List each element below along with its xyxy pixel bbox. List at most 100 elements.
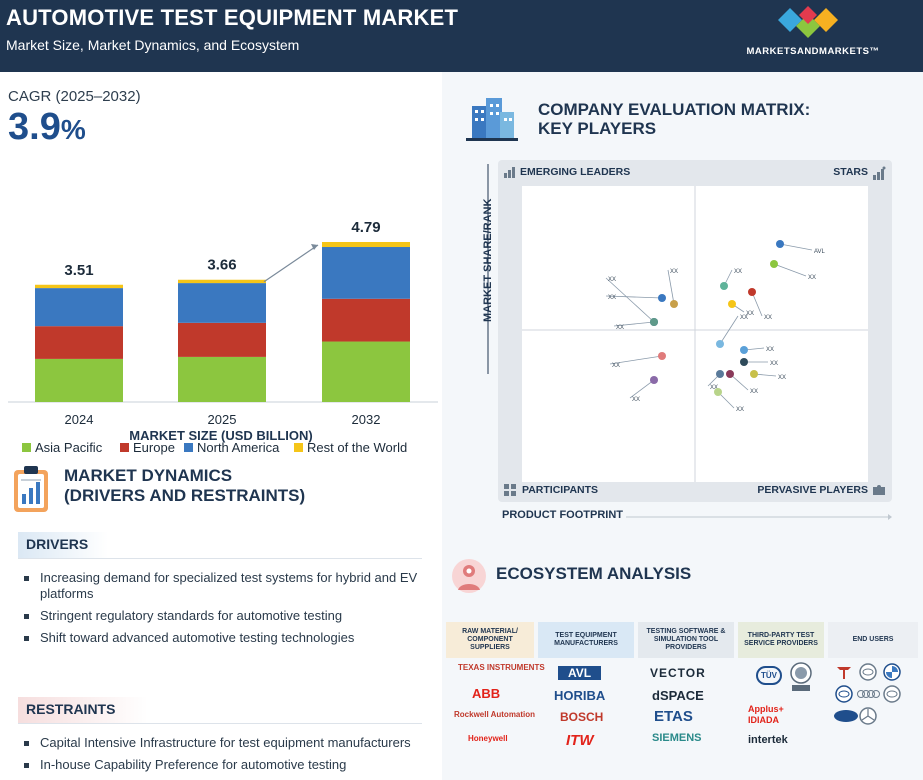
brand-diamond-icon [778,6,838,38]
brand-logo[interactable]: MARKETSANDMARKETS™ [733,6,893,64]
matrix-title: COMPANY EVALUATION MATRIX: KEY PLAYERS [538,100,810,138]
header-banner: AUTOMOTIVE TEST EQUIPMENT MARKET Market … [0,0,923,72]
matrix-point [650,376,658,384]
matrix-point [726,370,734,378]
matrix-point [728,300,736,308]
logo-horiba: HORIBA [554,688,606,703]
hyundai-logo-icon [883,685,901,703]
matrix-point-label: XX [764,315,772,321]
matrix-point-label: XX [746,311,754,317]
bar-segment [178,322,266,357]
matrix-point-label: AVL [814,249,826,255]
bureau-veritas-icon [790,662,812,691]
eco-column-head: TESTING SOFTWARE & SIMULATION TOOL PROVI… [638,622,734,658]
logo-bosch: BOSCH [560,710,604,724]
matrix-leader-line [605,295,663,299]
eco-column-third-party: THIRD-PARTY TEST SERVICE PROVIDERS TÜV A… [738,622,824,772]
matrix-leader-line [779,243,813,251]
matrix-leader-line [613,321,655,327]
logo-avl: AVL [558,666,602,680]
bmw-logo-icon [883,663,901,681]
eco-column-software: TESTING SOFTWARE & SIMULATION TOOL PROVI… [638,622,734,772]
quadrant-stars: STARS [833,166,868,178]
restraints-list: Capital Intensive Infrastructure for tes… [22,735,432,779]
mercedes-logo-icon [859,707,877,725]
eco-column-end-users: END USERS [828,622,918,772]
page-title: AUTOMOTIVE TEST EQUIPMENT MARKET [6,5,459,30]
legend-label: Europe [133,440,175,455]
legend-swatch [120,443,129,452]
matrix-leader-line [719,315,739,345]
eco-column-raw-material: RAW MATERIAL/ COMPONENT SUPPLIERS TEXAS … [446,622,545,772]
x-tick-label: 2032 [352,412,381,427]
tesla-logo-icon [837,667,851,679]
market-dynamics-title: MARKET DYNAMICS (DRIVERS AND RESTRAINTS) [64,466,305,506]
eco-column-head: RAW MATERIAL/ COMPONENT SUPPLIERS [446,622,534,658]
quadrant-participants: PARTICIPANTS [522,484,599,496]
matrix-point-label: XX [608,277,616,283]
quadrant-pervasive-players: PERVASIVE PLAYERS [757,484,868,496]
matrix-point-label: XX [778,375,786,381]
drivers-list: Increasing demand for specialized test s… [22,570,432,652]
matrix-point-label: XX [770,361,778,367]
ecosystem-icon [452,559,486,593]
matrix-point [650,318,658,326]
brand-name: MARKETSANDMARKETS™ [746,46,880,57]
matrix-point-label: XX [616,325,624,331]
matrix-point [714,388,722,396]
market-size-panel: CAGR (2025–2032) 3.9% 3.51 2024 3.66 2025 4.… [0,72,442,780]
matrix-point [658,352,666,360]
eco-column-head: END USERS [828,622,918,658]
matrix-leader-line [629,379,655,399]
restraints-divider [18,723,422,724]
market-size-bar-chart: 3.51 2024 3.66 2025 4.79 2032 Asia Pacific Euro… [8,219,438,455]
matrix-point [776,240,784,248]
ford-logo-icon [834,710,858,722]
eco-column-head: THIRD-PARTY TEST SERVICE PROVIDERS [738,622,824,658]
driver-item: Increasing demand for specialized test s… [22,570,432,602]
stars-bars-icon [873,166,886,180]
bar-segment [322,341,410,402]
driver-item: Shift toward advanced automotive testing… [22,630,432,646]
cagr-value: 3.9% [8,106,86,149]
drivers-tag: DRIVERS [18,532,108,558]
matrix-leader-line [773,263,807,277]
growth-arrowhead [311,244,318,250]
page-subtitle: Market Size, Market Dynamics, and Ecosys… [6,37,300,53]
matrix-point [716,340,724,348]
matrix-point [748,288,756,296]
bar-segment [178,279,266,284]
matrix-point [670,300,678,308]
x-tick-label: 2025 [208,412,237,427]
legend-label: Rest of the World [307,440,407,455]
logo-texas-instruments: TEXAS INSTRUMENTS [458,663,545,672]
legend-swatch [294,443,303,452]
x-axis-line [626,514,892,520]
ecosystem-title: ECOSYSTEM ANALYSIS [496,564,692,583]
bar-segment [35,326,123,359]
logo-vector: VECTOR [650,666,706,680]
matrix-point [770,260,778,268]
matrix-point-label: XX [740,315,748,321]
logo-itw: ITW [566,732,594,749]
eco-column-test-equipment: TEST EQUIPMENT MANUFACTURERS AVL HORIBA … [538,622,634,772]
matrix-point [720,282,728,290]
logo-etas: ETAS [654,708,693,725]
matrix-point [750,370,758,378]
bar-segment [35,358,123,402]
matrix-point [658,294,666,302]
cagr-number: 3.9 [8,106,61,148]
bar-segment [322,247,410,299]
clipboard-chart-icon [14,466,48,512]
cagr-unit: % [60,114,86,145]
audi-logo-icon [857,690,880,698]
cagr-label: CAGR (2025–2032) [8,88,141,105]
matrix-point-label: XX [612,363,620,369]
bar-total-label: 3.51 [64,262,93,279]
legend-swatch [22,443,31,452]
participants-icon [504,484,516,496]
vw-logo-icon [835,685,853,703]
matrix-point-label: XX [808,275,816,281]
